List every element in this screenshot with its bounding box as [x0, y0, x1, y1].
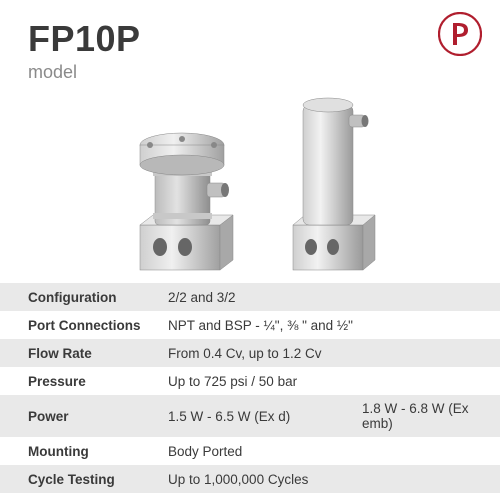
- spec-value: 1.5 W - 6.5 W (Ex d): [160, 395, 350, 437]
- spec-table: Configuration 2/2 and 3/2 Port Connectio…: [0, 283, 500, 493]
- spec-value: 2/2 and 3/2: [160, 283, 500, 311]
- product-title: FP10P: [28, 18, 500, 60]
- spec-label: Configuration: [0, 283, 160, 311]
- spec-row: Port Connections NPT and BSP - ¼", ⅜ " a…: [0, 311, 500, 339]
- spec-label: Cycle Testing: [0, 465, 160, 493]
- spec-value-secondary: 1.8 W - 6.8 W (Ex emb): [350, 395, 500, 437]
- spec-label: Mounting: [0, 437, 160, 465]
- spec-value: Body Ported: [160, 437, 500, 465]
- spec-label: Flow Rate: [0, 339, 160, 367]
- spec-value: Up to 1,000,000 Cycles: [160, 465, 500, 493]
- spec-row: Flow Rate From 0.4 Cv, up to 1.2 Cv: [0, 339, 500, 367]
- spec-label: Pressure: [0, 367, 160, 395]
- valve-image-right: [275, 85, 385, 275]
- spec-value: From 0.4 Cv, up to 1.2 Cv: [160, 339, 500, 367]
- product-subtitle: model: [28, 62, 500, 83]
- spec-label: Power: [0, 395, 160, 437]
- spec-label: Port Connections: [0, 311, 160, 339]
- brand-logo: [438, 12, 482, 56]
- spec-row: Mounting Body Ported: [0, 437, 500, 465]
- spec-row: Power 1.5 W - 6.5 W (Ex d) 1.8 W - 6.8 W…: [0, 395, 500, 437]
- spec-row: Configuration 2/2 and 3/2: [0, 283, 500, 311]
- spec-value: Up to 725 psi / 50 bar: [160, 367, 500, 395]
- spec-value: NPT and BSP - ¼", ⅜ " and ½": [160, 311, 500, 339]
- valve-image-left: [115, 95, 245, 275]
- spec-row: Cycle Testing Up to 1,000,000 Cycles: [0, 465, 500, 493]
- header: FP10P model: [0, 0, 500, 83]
- spec-row: Pressure Up to 725 psi / 50 bar: [0, 367, 500, 395]
- product-image-area: [0, 83, 500, 283]
